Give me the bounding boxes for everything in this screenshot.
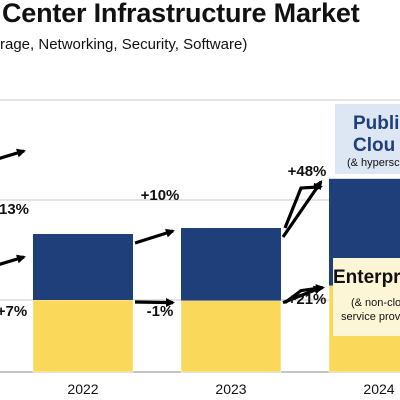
bar-enterprise-2023	[180, 300, 282, 373]
growth-arrow-cloud	[283, 182, 323, 229]
growth-arrow-enterprise	[134, 297, 175, 307]
chart-title: Center Infrastructure Market	[2, 0, 360, 28]
bar-cloud-2023	[181, 228, 281, 301]
enterprise-series-label: Enterpri	[333, 267, 400, 288]
cloud-label-box	[335, 104, 400, 174]
enterprise-series-sublabel: (& non-clo	[351, 297, 400, 309]
growth-label-enterprise: +7%	[0, 303, 27, 320]
x-tick-label: 2024	[363, 381, 394, 397]
growth-arrow-cloud	[0, 148, 26, 160]
growth-label-cloud: +10%	[141, 187, 180, 204]
growth-label-cloud: 13%	[0, 201, 29, 218]
cloud-series-label: Publi	[353, 113, 399, 134]
x-tick-label: 2023	[215, 381, 246, 397]
growth-label-cloud: +48%	[288, 163, 327, 180]
cloud-series-sublabel: (& hypersca	[347, 157, 400, 169]
growth-arrow-cloud	[134, 228, 175, 245]
bar-cloud-2022	[33, 234, 133, 300]
growth-arrow-enterprise	[0, 254, 26, 266]
growth-label-enterprise: +21%	[288, 291, 327, 308]
cloud-series-label: Clou	[353, 135, 395, 156]
enterprise-series-sublabel: service prov	[341, 311, 400, 323]
bar-enterprise-2022	[32, 299, 134, 373]
growth-arrow-enterprise	[284, 284, 325, 304]
growth-label-enterprise: -1%	[147, 303, 174, 320]
growth-arrow-cloud	[281, 180, 323, 238]
x-tick-label: 2022	[67, 381, 98, 397]
chart-subtitle: rage, Networking, Security, Software)	[0, 36, 248, 53]
enterprise-label-box	[333, 258, 400, 336]
